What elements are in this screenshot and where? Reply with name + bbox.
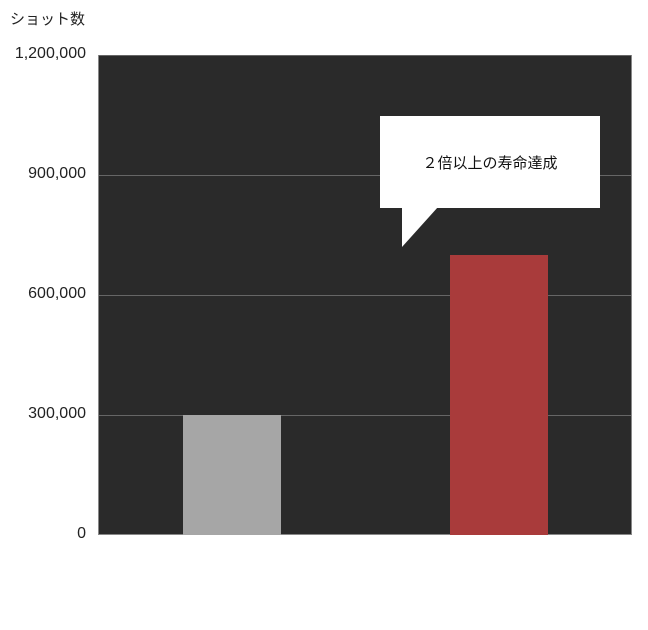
y-tick-label: 900,000 — [0, 165, 86, 183]
callout-tail — [402, 207, 438, 247]
y-axis-title: ショット数 — [10, 8, 85, 29]
bar — [450, 255, 548, 535]
x-category-sublabel: 35万ショットで寿命（摩耗） — [92, 581, 372, 600]
x-category-label: RA30 — [399, 553, 599, 571]
y-tick-label: 1,200,000 — [0, 45, 86, 63]
gridline — [99, 55, 631, 56]
y-tick-label: 300,000 — [0, 405, 86, 423]
bar — [183, 415, 281, 535]
y-tick-label: 0 — [0, 525, 86, 543]
gridline — [99, 415, 631, 416]
callout-text: ２倍以上の寿命達成 — [422, 152, 557, 173]
x-category-label: A社 — [132, 553, 332, 577]
gridline — [99, 295, 631, 296]
chart-container: { "chart": { "type": "bar", "y_title": "… — [0, 0, 648, 630]
callout-box: ２倍以上の寿命達成 — [380, 116, 600, 208]
y-tick-label: 600,000 — [0, 285, 86, 303]
